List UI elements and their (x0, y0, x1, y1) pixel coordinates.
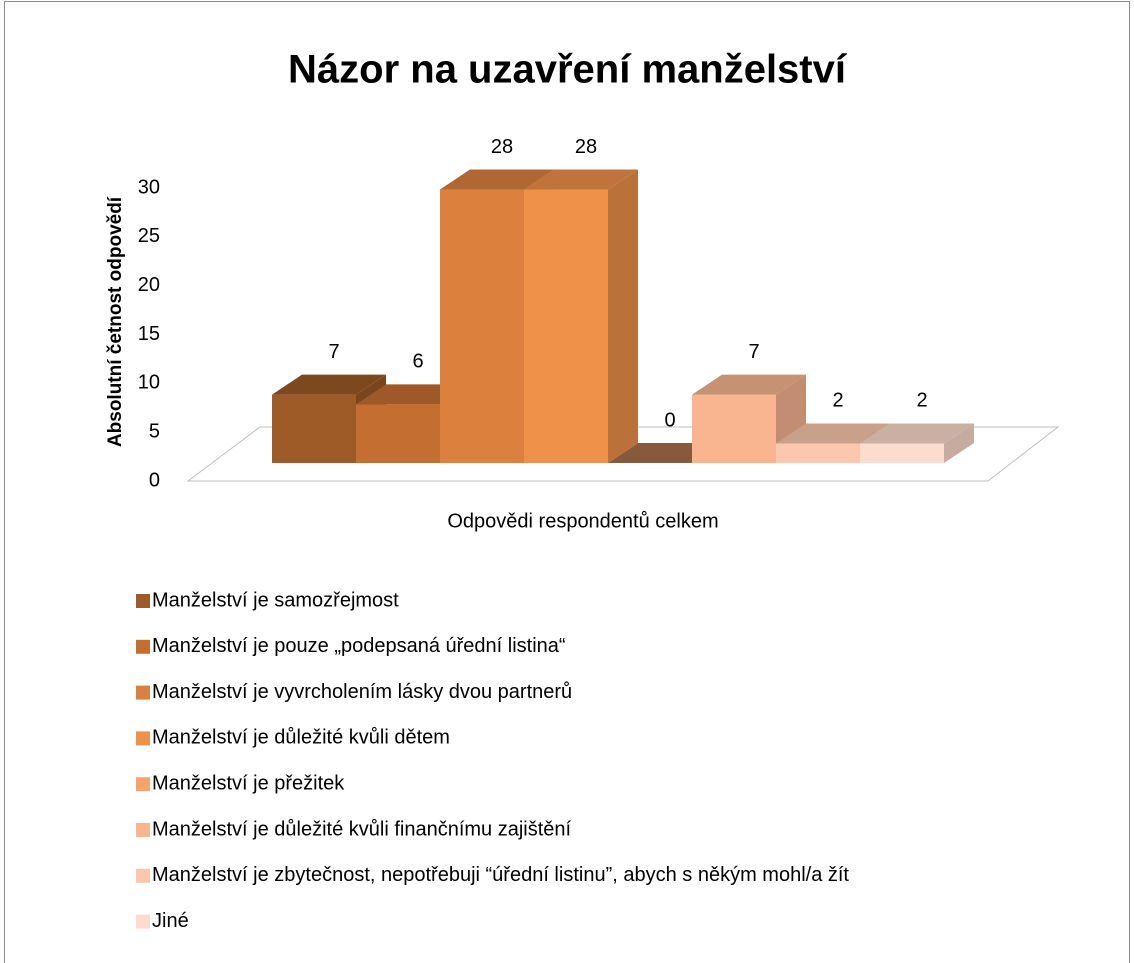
bar-front (776, 443, 860, 463)
data-label: 7 (748, 341, 759, 363)
bar-top (440, 169, 554, 190)
bar-front (860, 443, 944, 463)
x-axis-label: Odpovědi respondentů celkem (447, 510, 718, 532)
data-label: 28 (491, 136, 513, 158)
bar-front (356, 404, 440, 463)
legend-swatch (136, 868, 150, 883)
legend-label: Jiné (152, 910, 189, 932)
bar-side (944, 423, 974, 463)
y-tick-label: 15 (138, 323, 160, 345)
data-label: 7 (328, 341, 339, 363)
legend-swatch (136, 823, 150, 837)
bar-front (440, 189, 524, 464)
bar-front (524, 189, 608, 464)
bar-top (524, 169, 638, 190)
bar-front (272, 394, 356, 463)
bar-front (692, 394, 776, 463)
bar-side (608, 169, 638, 464)
legend-swatch (136, 777, 150, 792)
bar-top (272, 374, 386, 395)
bar (272, 374, 386, 463)
bar (776, 423, 890, 463)
legend-label: Manželství je zbytečnost, nepotřebuji “ú… (152, 864, 849, 886)
y-tick-label: 0 (149, 469, 160, 491)
chart-border (4, 1, 1130, 963)
y-tick-label: 5 (149, 420, 160, 442)
legend-swatch (136, 594, 150, 608)
y-tick-label: 20 (138, 274, 160, 296)
data-label: 6 (412, 351, 423, 373)
y-tick-label: 30 (138, 176, 160, 198)
legend-swatch (136, 685, 150, 700)
legend-label: Manželství je vyvrcholením lásky dvou pa… (152, 681, 572, 703)
bar-top (776, 423, 890, 444)
y-tick-label: 10 (138, 372, 160, 394)
legend-swatch (136, 731, 150, 746)
data-label: 2 (832, 390, 843, 412)
chart-title: Názor na uzavření manželství (288, 48, 848, 92)
legend-label: Manželství je přežitek (152, 772, 345, 794)
y-tick-label: 25 (138, 225, 160, 247)
data-label: 28 (575, 136, 597, 158)
legend-swatch (136, 914, 150, 929)
legend-label: Manželství je důležité kvůli dětem (152, 727, 450, 749)
legend-label: Manželství je samozřejmost (152, 589, 399, 611)
bar-top (860, 423, 974, 444)
legend-label: Manželství je pouze „podepsaná úřední li… (152, 635, 566, 657)
bar (860, 423, 974, 463)
legend-swatch (136, 639, 150, 654)
legend-label: Manželství je důležité kvůli finančnímu … (152, 818, 572, 840)
data-label: 2 (916, 390, 927, 412)
bar (524, 169, 638, 464)
y-axis-label: Absolutní četnost odpovědí (105, 196, 126, 447)
bar-top (692, 374, 806, 395)
data-label: 0 (664, 409, 675, 431)
